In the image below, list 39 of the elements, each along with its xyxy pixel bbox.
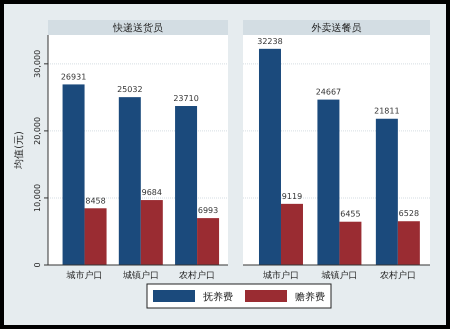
chart-title: 快递送货员 xyxy=(112,22,163,34)
bar xyxy=(280,204,303,265)
x-tick-label: 城市户口 xyxy=(262,270,299,281)
bar xyxy=(339,222,362,265)
data-label: 32238 xyxy=(257,36,283,46)
x-tick-label: 城镇户口 xyxy=(122,270,159,281)
x-tick-label: 农村户口 xyxy=(380,270,416,281)
x-tick-label: 城市户口 xyxy=(66,270,103,281)
data-label: 25032 xyxy=(117,85,143,94)
data-label: 24667 xyxy=(316,88,342,97)
data-label: 8458 xyxy=(85,196,106,206)
data-label: 6528 xyxy=(398,209,420,218)
bar xyxy=(317,100,340,265)
x-tick-label: 城镇户口 xyxy=(320,270,358,281)
bar xyxy=(140,200,163,265)
data-label: 6993 xyxy=(198,206,218,216)
bar xyxy=(258,48,281,265)
bar xyxy=(175,106,198,265)
y-axis-title: 均值(元) xyxy=(13,131,25,170)
data-label: 23710 xyxy=(173,94,199,104)
chart-title: 外卖送餐员 xyxy=(312,22,362,34)
y-tick-label: 0 xyxy=(33,262,42,268)
legend-label: 抚养费 xyxy=(202,291,233,303)
y-tick-label: 30,000 xyxy=(33,50,42,78)
data-label: 21811 xyxy=(374,106,400,116)
bar xyxy=(84,208,107,265)
data-label: 9119 xyxy=(282,192,302,201)
bar xyxy=(197,218,220,265)
data-label: 6455 xyxy=(340,210,361,219)
y-tick-label: 20,000 xyxy=(33,116,42,145)
x-tick-label: 农村户口 xyxy=(179,270,216,281)
bar xyxy=(62,84,85,265)
y-tick-label: 10,000 xyxy=(33,184,42,212)
bar xyxy=(118,97,141,265)
data-label: 26931 xyxy=(60,72,86,82)
legend-label: 赡养费 xyxy=(295,291,325,303)
bar xyxy=(398,221,420,265)
data-label: 9684 xyxy=(142,188,162,198)
bar xyxy=(376,118,398,265)
